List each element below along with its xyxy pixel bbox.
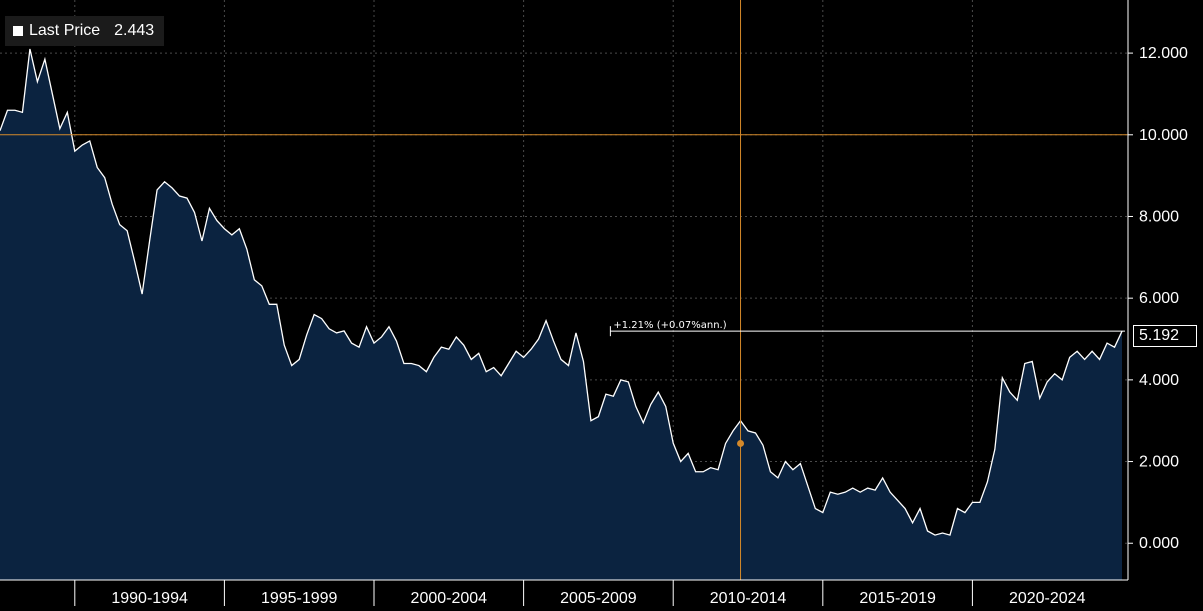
- y-tick-label: 12.000: [1139, 45, 1188, 62]
- series-line: [0, 48, 1123, 536]
- range-annotation: +1.21% (+0.07%ann.): [613, 320, 726, 331]
- x-tick-label: 2000-2004: [411, 590, 488, 607]
- legend-label: Last Price: [29, 22, 101, 39]
- x-tick-label: 2005-2009: [560, 590, 637, 607]
- y-tick-label: 2.000: [1139, 454, 1179, 471]
- y-tick-label: 6.000: [1139, 290, 1179, 307]
- x-tick-label: 1990-1994: [111, 590, 188, 607]
- legend: Last Price 2.443: [5, 16, 165, 46]
- last-value-label: 5.192: [1133, 325, 1197, 347]
- legend-value: 2.443: [114, 22, 155, 39]
- y-tick-label: 8.000: [1139, 208, 1179, 225]
- x-tick-label: 2010-2014: [710, 590, 787, 607]
- legend-swatch: [13, 26, 23, 36]
- x-tick-label: 2020-2024: [1009, 590, 1086, 607]
- y-tick-label: 4.000: [1139, 372, 1179, 389]
- y-axis: 0.000 2.000 4.000 6.000 8.000 10.000 12.000: [1128, 45, 1188, 552]
- y-tick-label: 10.000: [1139, 127, 1188, 144]
- crosshair-point: [737, 439, 745, 447]
- x-tick-label: 2015-2019: [859, 590, 936, 607]
- y-tick-label: 0.000: [1139, 535, 1179, 552]
- x-axis: 1990-1994 1995-1999 2000-2004 2005-2009 2010…: [74, 580, 1086, 607]
- x-tick-label: 1995-1999: [261, 590, 338, 607]
- area-fill: [0, 49, 1123, 580]
